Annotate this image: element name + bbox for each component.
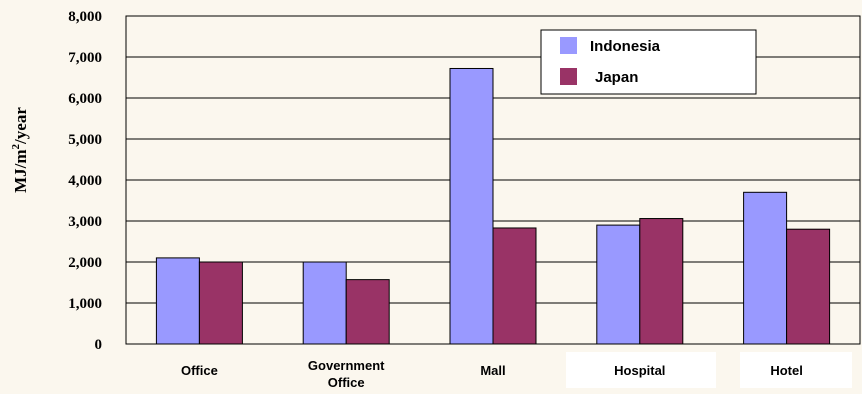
x-tick-label: Hospital bbox=[614, 363, 665, 378]
y-tick-label: 0 bbox=[95, 337, 103, 353]
y-tick-label: 2,000 bbox=[68, 255, 102, 271]
x-tick-label-line: Government bbox=[308, 358, 385, 373]
x-tick-label-line: Hotel bbox=[770, 363, 803, 378]
x-tick-label-line: Office bbox=[181, 363, 218, 378]
y-tick-label: 4,000 bbox=[68, 173, 102, 189]
legend: Indonesia Japan bbox=[540, 29, 757, 95]
y-tick-label: 1,000 bbox=[68, 296, 102, 312]
bar-indonesia-2 bbox=[449, 67, 494, 345]
bar-indonesia-3 bbox=[596, 224, 641, 345]
bar-japan-4 bbox=[786, 228, 831, 345]
y-tick-label: 8,000 bbox=[68, 9, 102, 25]
y-tick-label: 6,000 bbox=[68, 91, 102, 107]
x-tick-label-line: Mall bbox=[480, 363, 505, 378]
y-tick-label: 7,000 bbox=[68, 50, 102, 66]
bar-japan-1 bbox=[345, 279, 390, 345]
bar-indonesia-0 bbox=[155, 257, 200, 345]
x-axis-ticks: Office Government Office Mall Hospital Hotel bbox=[181, 358, 803, 390]
x-tick-label: Hotel bbox=[770, 363, 803, 378]
x-tick-label: Mall bbox=[480, 363, 505, 378]
y-tick-label: 5,000 bbox=[68, 132, 102, 148]
legend-label-japan: Japan bbox=[595, 69, 638, 86]
hospital-label-backdrop bbox=[566, 352, 716, 388]
y-axis-label: MJ/m2/year bbox=[10, 107, 30, 193]
y-tick-label: 3,000 bbox=[68, 214, 102, 230]
legend-swatch-indonesia bbox=[560, 37, 577, 54]
bar-indonesia-4 bbox=[743, 191, 788, 345]
legend-swatch-japan bbox=[560, 68, 577, 85]
bar-japan-2 bbox=[492, 227, 537, 345]
bar-japan-3 bbox=[639, 218, 684, 345]
legend-label-indonesia: Indonesia bbox=[590, 38, 661, 55]
bar-japan-0 bbox=[198, 261, 243, 345]
bar-indonesia-1 bbox=[302, 261, 347, 345]
x-tick-label-line: Office bbox=[328, 375, 365, 390]
x-tick-label: Office bbox=[181, 363, 218, 378]
bars bbox=[155, 67, 831, 345]
x-tick-label-line: Hospital bbox=[614, 363, 665, 378]
hotel-label-backdrop bbox=[740, 352, 852, 388]
y-axis-ticks: 0 1,000 2,000 3,000 4,000 5,000 6,000 7,000 8,00… bbox=[68, 9, 102, 353]
x-tick-label: Government Office bbox=[308, 358, 385, 390]
